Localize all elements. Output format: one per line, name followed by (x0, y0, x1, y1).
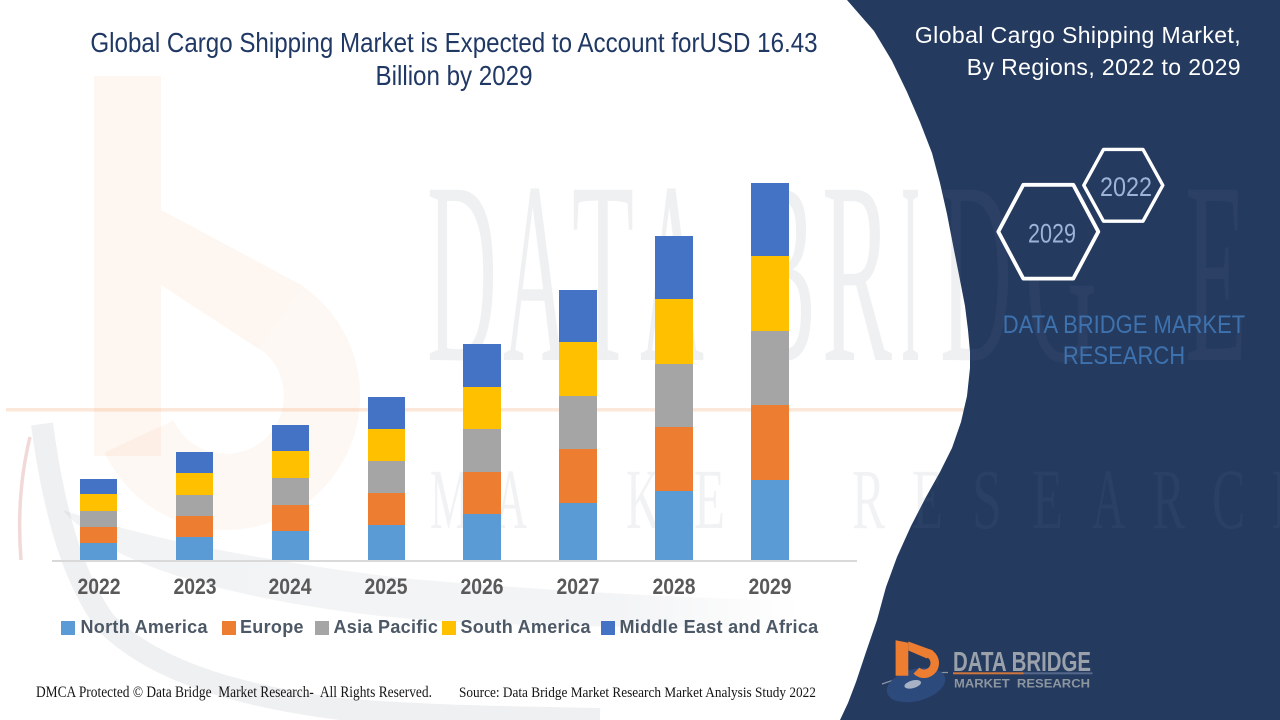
svg-text:R: R (822, 129, 893, 417)
svg-text:A: A (503, 129, 568, 417)
svg-text:A: A (1092, 451, 1125, 547)
svg-text:A: A (495, 451, 527, 547)
svg-text:E: E (694, 451, 725, 547)
svg-text:A: A (640, 129, 704, 417)
svg-text:R: R (560, 451, 592, 547)
svg-text:B: B (749, 129, 816, 417)
svg-text:S: S (972, 451, 1002, 547)
svg-text:M: M (430, 451, 470, 547)
svg-text:H: H (1272, 451, 1280, 547)
svg-text:R: R (852, 451, 885, 547)
svg-text:K: K (626, 451, 660, 547)
svg-text:E: E (912, 451, 943, 547)
svg-text:R: R (822, 129, 893, 417)
svg-text:R: R (1152, 451, 1185, 547)
svg-text:E: E (1032, 451, 1063, 547)
svg-text:D: D (427, 129, 497, 417)
svg-text:D: D (940, 129, 1012, 417)
svg-text:2022: 2022 (1100, 172, 1152, 202)
svg-text:E: E (1185, 129, 1247, 417)
svg-text:I: I (901, 129, 920, 417)
svg-text:A: A (503, 129, 568, 417)
svg-text:R: R (852, 451, 885, 547)
svg-text:DATA BRIDGE: DATA BRIDGE (953, 646, 1091, 677)
svg-text:MARKET RESEARCH: MARKET RESEARCH (954, 676, 1090, 690)
svg-text:T: T (572, 129, 634, 417)
svg-text:T: T (756, 451, 787, 547)
svg-text:C: C (1212, 451, 1245, 547)
svg-text:2029: 2029 (1028, 219, 1076, 249)
svg-text:I: I (901, 129, 920, 417)
svg-text:E: E (694, 451, 725, 547)
svg-text:K: K (626, 451, 660, 547)
